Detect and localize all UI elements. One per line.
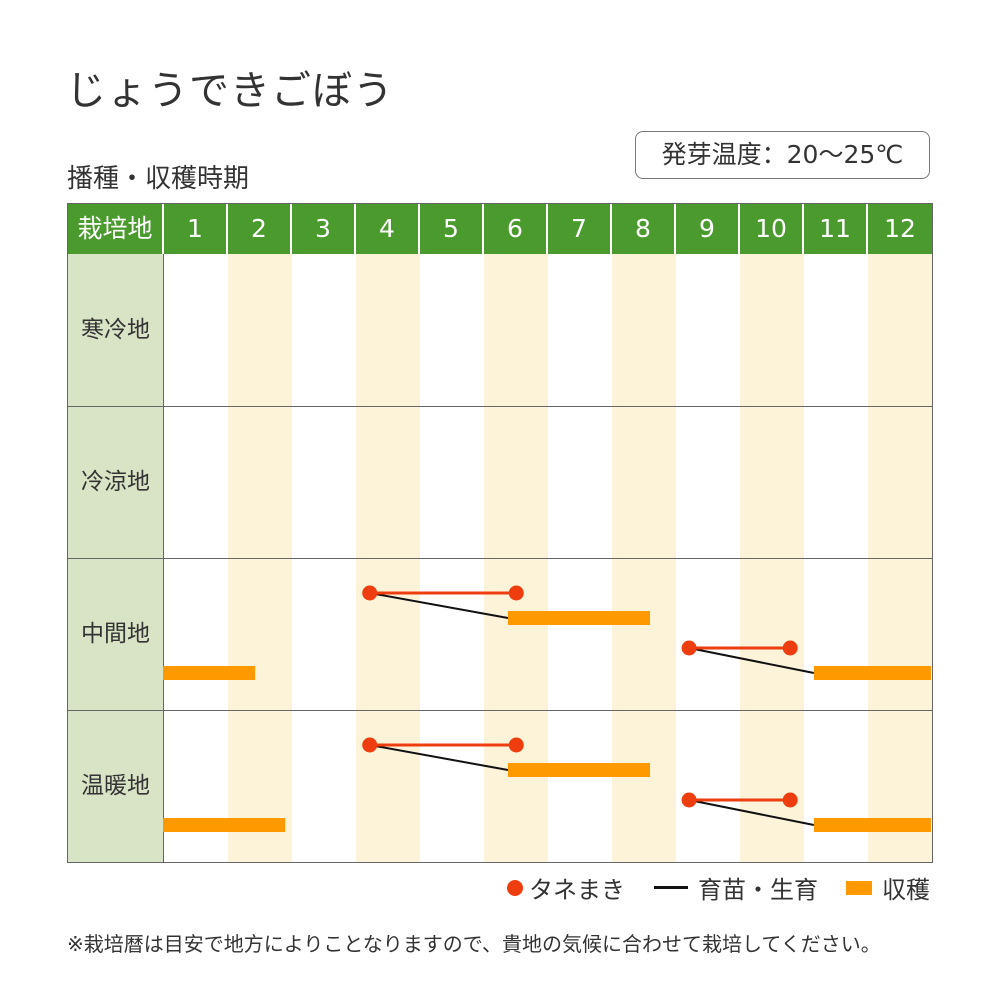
sowing-dot <box>681 640 697 656</box>
month-header: 2 <box>228 204 292 254</box>
harvest-bar <box>813 666 931 680</box>
harvest-bar <box>163 666 256 680</box>
legend-growing: 育苗・生育 <box>654 870 818 905</box>
growing-line <box>369 744 509 771</box>
month-header: 7 <box>548 204 612 254</box>
growing-line <box>688 647 815 674</box>
legend-harvest-label: 収穫 <box>882 876 930 904</box>
month-header: 9 <box>676 204 740 254</box>
chart-title: 播種・収穫時期 <box>67 164 250 194</box>
month-header: 12 <box>868 204 932 254</box>
growing-line <box>688 799 815 826</box>
region-label: 温暖地 <box>68 710 164 862</box>
legend-sowing-label: タネまき <box>529 876 625 904</box>
month-header: 4 <box>356 204 420 254</box>
region-label: 寒冷地 <box>68 254 164 406</box>
region-label: 冷涼地 <box>68 406 164 558</box>
calendar-grid: 栽培地 1 2 3 4 5 6 7 8 9 10 11 12 寒冷地 冷涼地 中間地 温暖地 <box>67 203 933 863</box>
row-divider <box>68 406 932 407</box>
legend-harvest: 収穫 <box>846 870 930 905</box>
sowing-dot <box>508 585 524 601</box>
month-header: 5 <box>420 204 484 254</box>
header-corner: 栽培地 <box>68 204 164 254</box>
footnote: ※栽培暦は目安で地方によりことなりますので、貴地の気候に合わせて栽培してください… <box>67 932 881 956</box>
harvest-bar-icon <box>846 880 872 895</box>
region-label: 中間地 <box>68 558 164 710</box>
product-title: じょうできごぼう <box>66 68 394 114</box>
sowing-dot-icon <box>507 879 523 896</box>
sowing-dot <box>681 792 697 808</box>
month-header: 11 <box>804 204 868 254</box>
month-header: 1 <box>164 204 228 254</box>
sowing-dot <box>362 585 378 601</box>
sowing-dot <box>508 737 524 753</box>
growing-line-icon <box>654 886 688 889</box>
legend-sowing: タネまき <box>507 870 625 905</box>
harvest-bar <box>163 818 286 832</box>
legend-growing-label: 育苗・生育 <box>698 876 818 904</box>
row-divider <box>68 710 932 711</box>
harvest-bar <box>813 818 931 832</box>
month-header: 10 <box>740 204 804 254</box>
month-header: 8 <box>612 204 676 254</box>
sowing-dot <box>782 640 798 656</box>
month-header: 6 <box>484 204 548 254</box>
growing-line <box>369 592 509 619</box>
row-divider <box>68 558 932 559</box>
harvest-bar <box>507 611 651 625</box>
sowing-dot <box>782 792 798 808</box>
harvest-bar <box>507 763 651 777</box>
month-header: 3 <box>292 204 356 254</box>
sowing-dot <box>362 737 378 753</box>
calendar-marks <box>163 585 931 832</box>
germination-temp-badge: 発芽温度：20〜25℃ <box>635 131 930 179</box>
